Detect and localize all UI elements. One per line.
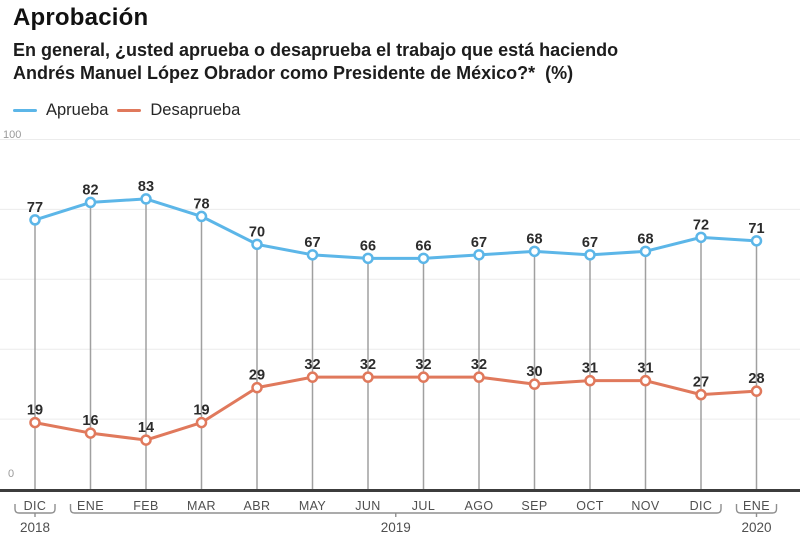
data-point-marker (306, 249, 319, 261)
value-label: 31 (637, 361, 653, 377)
year-label: 2018 (20, 520, 50, 535)
chart-legend: Aprueba Desaprueba (13, 101, 249, 120)
data-point-marker (528, 245, 541, 258)
series-desaprueba: 19 16 14 19 29 32 32 32 32 30 31 31 27 28 (27, 357, 765, 446)
value-label: 67 (471, 235, 487, 251)
data-point-marker (84, 427, 97, 439)
x-tick-label: MAY (299, 499, 327, 513)
value-label: 83 (138, 179, 154, 195)
data-point-marker (639, 374, 652, 387)
x-tick-label: JUN (355, 499, 381, 513)
value-label: 27 (693, 375, 709, 391)
data-point-marker (29, 214, 41, 226)
legend-line-swatch (13, 109, 37, 112)
data-point-marker (473, 371, 485, 383)
value-label: 82 (82, 182, 98, 198)
value-label: 31 (582, 361, 598, 377)
value-label: 66 (415, 238, 431, 254)
x-tick-label: ABR (244, 499, 271, 513)
legend-item-aprueba: Aprueba (13, 101, 108, 120)
data-point-marker (417, 252, 430, 265)
value-label: 77 (27, 200, 43, 216)
x-axis-labels: DIC ENE FEB MAR ABR MAY JUN JUL AGO SEP OCT NOV DIC E… (24, 499, 770, 513)
subtitle-line-2: Andrés Manuel López Obrador como Preside… (13, 63, 574, 83)
legend-label: Aprueba (46, 101, 109, 119)
x-tick-label: JUL (412, 499, 435, 513)
data-point-marker (584, 249, 596, 261)
data-point-marker (251, 238, 263, 251)
value-label: 67 (304, 235, 320, 251)
series-aprueba: 77 82 83 78 70 67 66 66 67 68 67 68 72 71 (27, 179, 765, 265)
x-tick-label: AGO (465, 499, 494, 513)
value-label: 32 (360, 357, 376, 373)
year-group-2020: 2020 (735, 504, 778, 535)
value-label: 67 (582, 235, 598, 251)
data-point-marker (695, 231, 707, 244)
data-point-marker (195, 210, 208, 223)
data-point-marker (362, 371, 374, 383)
value-label: 32 (304, 357, 320, 373)
value-label: 66 (360, 238, 376, 254)
legend-label: Desaprueba (150, 101, 241, 119)
data-point-marker (251, 381, 263, 394)
data-point-marker (306, 371, 319, 383)
data-point-marker (695, 388, 707, 401)
x-tick-label: MAR (187, 499, 216, 513)
value-label: 32 (415, 357, 431, 373)
x-tick-label: DIC (690, 499, 713, 513)
y-axis-label-max: 100 (3, 129, 21, 141)
y-axis-label-min: 0 (8, 468, 14, 480)
year-group-2019: 2019 (69, 504, 722, 535)
value-label: 71 (748, 221, 764, 237)
data-point-marker (473, 249, 485, 261)
value-label: 14 (138, 420, 154, 436)
value-label: 68 (526, 231, 542, 247)
gridlines (0, 139, 800, 420)
value-label: 32 (471, 357, 487, 373)
data-point-marker (29, 416, 41, 429)
data-point-marker (417, 371, 430, 383)
value-label: 72 (693, 217, 709, 233)
subtitle-line-1: En general, ¿usted aprueba o desaprueba … (13, 40, 619, 60)
data-point-marker (584, 374, 596, 387)
x-tick-label: ENE (743, 499, 770, 513)
year-bracket (69, 504, 722, 514)
x-tick-label: SEP (521, 499, 547, 513)
chart-header: Aprobación En general, ¿usted aprueba o … (13, 4, 793, 85)
value-label: 19 (193, 403, 209, 419)
x-tick-label: FEB (133, 499, 159, 513)
value-label: 28 (748, 371, 764, 387)
data-point-marker (750, 235, 763, 247)
data-point-marker (140, 193, 152, 205)
data-point-marker (84, 196, 97, 209)
chart-subtitle: En general, ¿usted aprueba o desaprueba … (13, 39, 793, 85)
value-label: 68 (637, 231, 653, 247)
data-point-marker (140, 434, 152, 446)
data-point-marker (195, 416, 208, 429)
series-line (33, 197, 758, 260)
data-point-marker (362, 252, 374, 265)
data-point-marker (528, 378, 541, 390)
page-title: Aprobación (13, 4, 149, 31)
value-label: 70 (249, 224, 265, 240)
value-label: 78 (193, 196, 209, 212)
data-point-marker (639, 245, 652, 258)
legend-line-swatch (117, 109, 142, 112)
year-label: 2020 (741, 520, 771, 535)
x-tick-label: NOV (631, 499, 660, 513)
value-label: 16 (82, 413, 98, 429)
year-label: 2019 (381, 520, 411, 535)
value-label: 30 (526, 364, 542, 380)
value-label: 19 (27, 403, 43, 419)
x-tick-label: ENE (77, 499, 104, 513)
series-line (33, 375, 758, 442)
value-label: 29 (249, 368, 265, 384)
x-tick-label: OCT (576, 499, 604, 513)
legend-item-desaprueba: Desaprueba (117, 101, 240, 120)
x-tick-label: DIC (24, 499, 47, 513)
data-point-marker (750, 385, 763, 397)
year-group-2018: 2018 (14, 504, 56, 535)
